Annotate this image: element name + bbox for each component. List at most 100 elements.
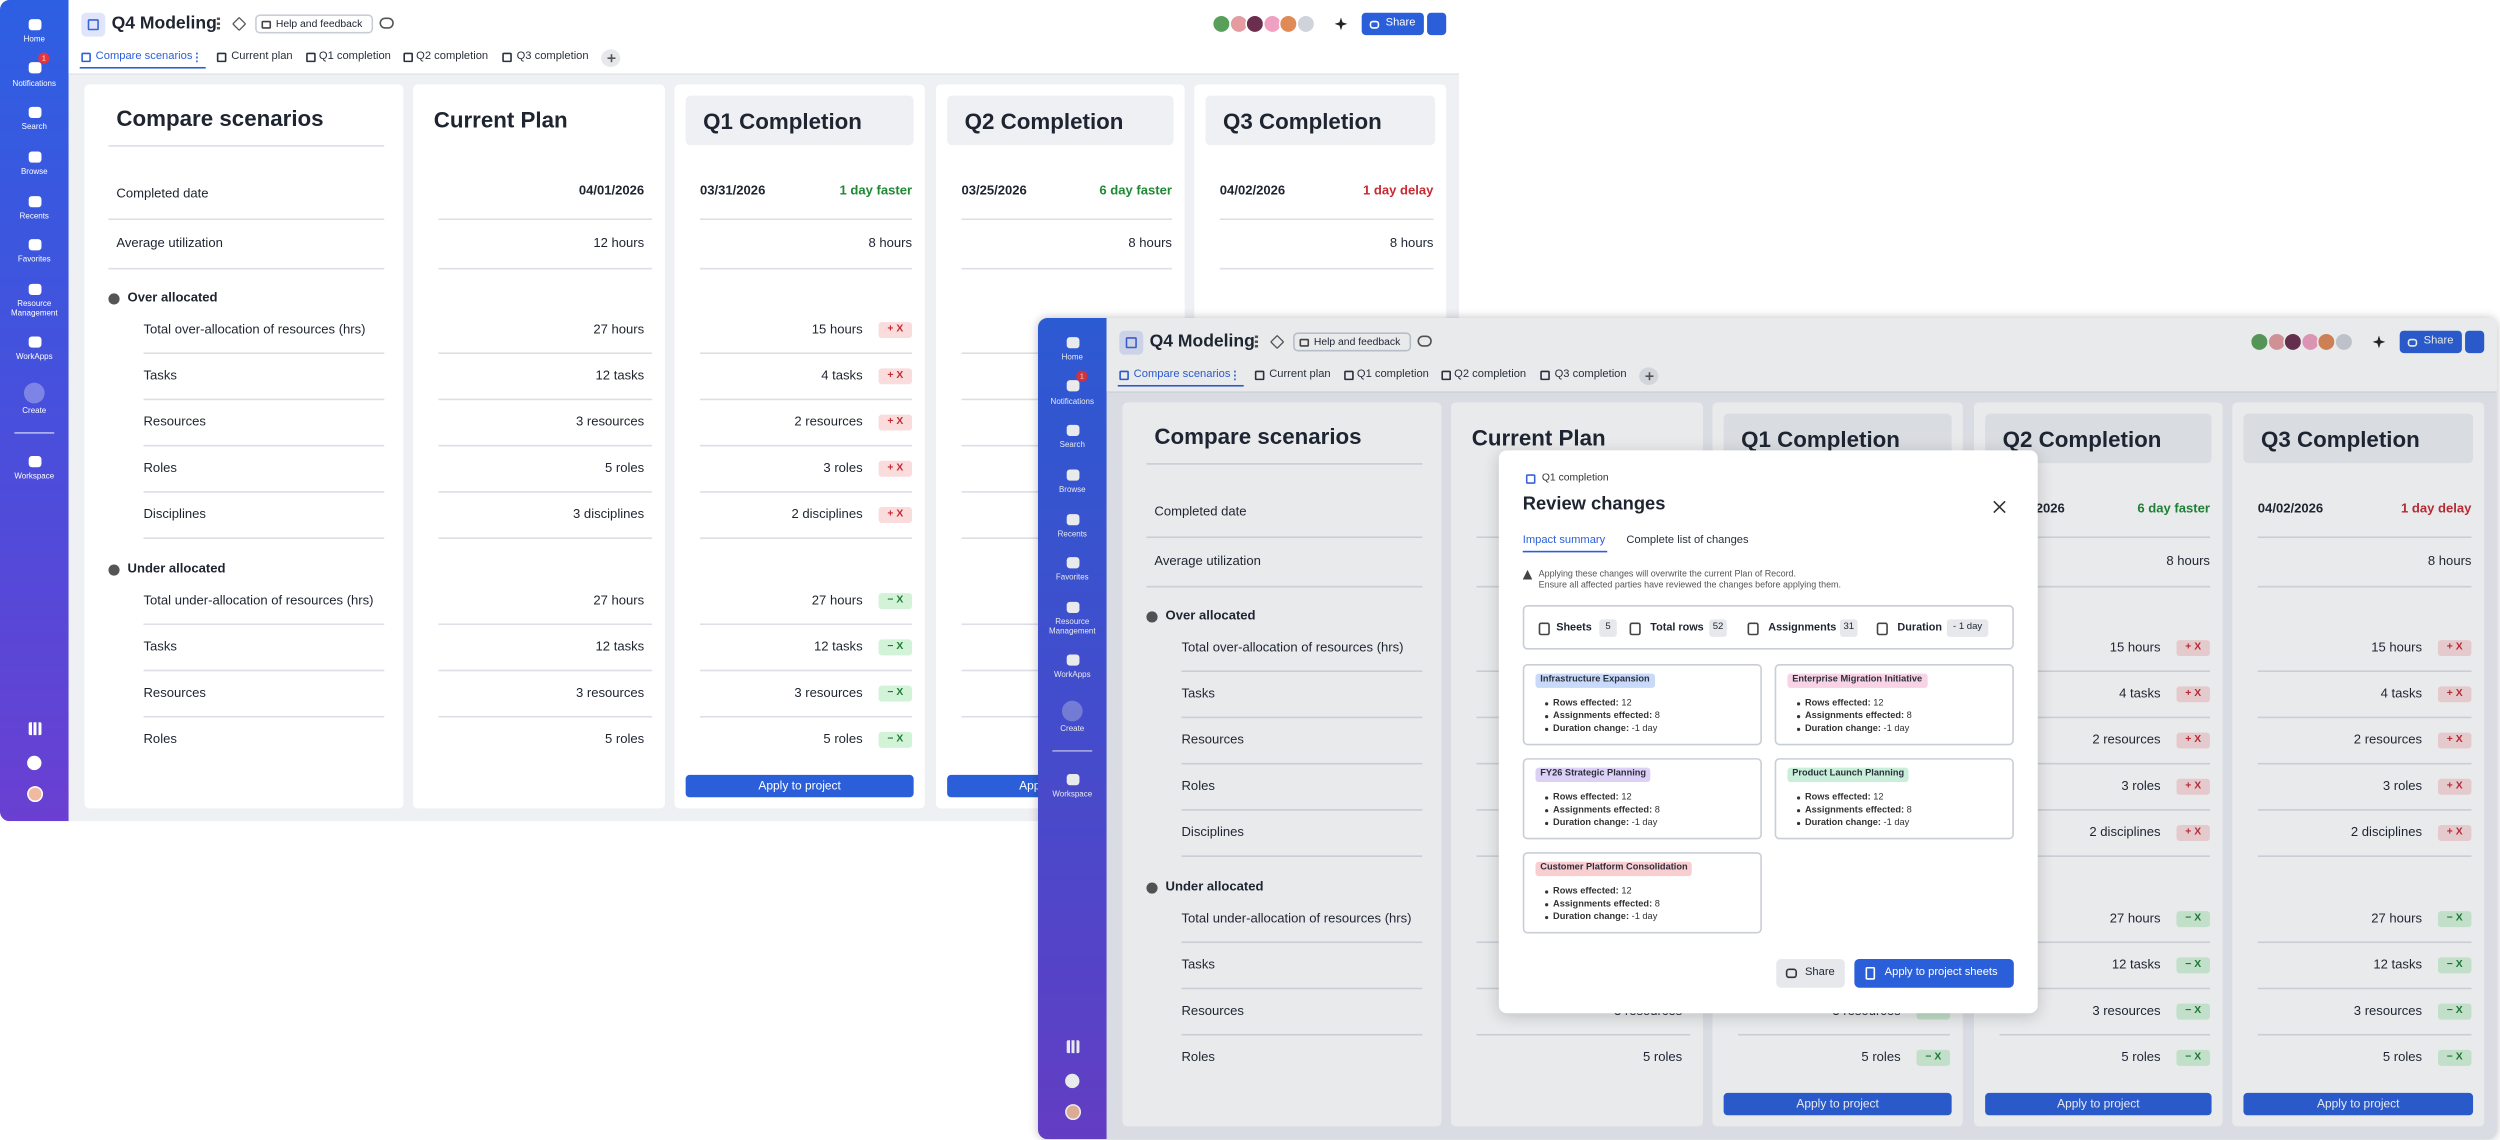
apply-label[interactable]: Apply to project sheets: [1884, 966, 1998, 979]
share-button[interactable]: Share: [1361, 12, 1424, 36]
tab[interactable]: Q2 completion: [416, 51, 489, 63]
tab-icon[interactable]: [81, 52, 91, 63]
nav-label[interactable]: Search: [1059, 440, 1085, 451]
nav-icon[interactable]: [1065, 468, 1079, 480]
nav-label[interactable]: Favorites: [1055, 573, 1089, 583]
tab[interactable]: Q3 completion: [516, 51, 589, 63]
tab[interactable]: Q1 completion: [318, 51, 391, 63]
nav-icon[interactable]: [27, 283, 41, 295]
nav-label[interactable]: Recents: [1057, 530, 1087, 540]
nav-icon[interactable]: [1065, 556, 1079, 568]
share-label[interactable]: Share: [1804, 966, 1835, 979]
nav-icon[interactable]: [27, 61, 41, 73]
tab-icon[interactable]: [403, 52, 413, 63]
nav-icon[interactable]: [27, 335, 41, 347]
nav-label[interactable]: Notifications: [12, 79, 56, 90]
create-icon[interactable]: [1061, 699, 1083, 721]
tab-icon[interactable]: [502, 52, 512, 63]
apply-button[interactable]: Apply to project: [1985, 1092, 2212, 1116]
help-icon[interactable]: [27, 755, 42, 771]
collaborator-avatar[interactable]: [1278, 14, 1298, 34]
share-label[interactable]: Share: [1385, 17, 1416, 29]
nav-icon[interactable]: [1065, 773, 1079, 785]
profile-avatar[interactable]: [26, 786, 43, 803]
share-dropdown[interactable]: [2465, 330, 2485, 354]
share-button[interactable]: Share: [1776, 958, 1845, 988]
nav-icon[interactable]: [1065, 601, 1079, 613]
apply-sheets-button[interactable]: Apply to project sheets: [1854, 958, 2014, 988]
dialog-tab[interactable]: Impact summary: [1522, 534, 1606, 547]
nav-label[interactable]: Home: [23, 35, 45, 45]
help-button[interactable]: Help and feedback: [1293, 332, 1412, 352]
nav-icon[interactable]: [1065, 424, 1079, 436]
nav-icon[interactable]: [27, 18, 41, 30]
nav-label[interactable]: Workspace: [1052, 789, 1093, 800]
nav-icon[interactable]: [1065, 379, 1079, 391]
dialog-tab[interactable]: Complete list of changes: [1626, 534, 1749, 547]
tab[interactable]: Current plan: [231, 51, 293, 63]
apps-icon[interactable]: [28, 722, 42, 736]
nav-label[interactable]: WorkApps: [15, 352, 53, 362]
more-icon[interactable]: [216, 17, 220, 31]
collaborator-avatar[interactable]: [1245, 14, 1265, 34]
nav-icon[interactable]: [27, 455, 41, 467]
nav-label[interactable]: Browse: [20, 167, 48, 177]
apply-button[interactable]: Apply to project: [2243, 1092, 2474, 1116]
share-button[interactable]: Share: [2399, 330, 2462, 354]
tab-icon[interactable]: [1441, 370, 1451, 381]
nav-icon[interactable]: [27, 106, 41, 118]
apply-label[interactable]: Apply to project: [1796, 1096, 1879, 1111]
nav-label[interactable]: Resource Management: [11, 299, 58, 319]
nav-icon[interactable]: [1065, 513, 1079, 525]
collaborator-avatar[interactable]: [2333, 332, 2353, 352]
tab-menu[interactable]: [196, 52, 199, 63]
apps-icon[interactable]: [1066, 1040, 1080, 1054]
nav-icon[interactable]: [27, 238, 41, 250]
tab-icon[interactable]: [1254, 370, 1265, 381]
more-icon[interactable]: [1254, 335, 1258, 349]
tab-icon[interactable]: [1344, 370, 1354, 381]
nav-label[interactable]: Browse: [1058, 485, 1086, 495]
tab-icon[interactable]: [306, 52, 316, 63]
tab[interactable]: Compare scenarios: [95, 51, 193, 63]
nav-label[interactable]: Notifications: [1050, 397, 1094, 408]
nav-icon[interactable]: [27, 195, 41, 207]
collaborator-avatar[interactable]: [1295, 14, 1315, 34]
tab-icon[interactable]: [1540, 370, 1550, 381]
apply-label[interactable]: Apply to project: [2057, 1096, 2140, 1111]
apply-label[interactable]: Apply to project: [2317, 1096, 2400, 1111]
apply-label[interactable]: Apply to project: [758, 778, 841, 793]
nav-icon[interactable]: [1065, 653, 1079, 665]
create-icon[interactable]: [23, 381, 45, 403]
apply-button[interactable]: Apply to project: [685, 774, 914, 798]
share-label[interactable]: Share: [2423, 335, 2454, 347]
share-dropdown[interactable]: [1427, 12, 1447, 36]
help-label[interactable]: Help and feedback: [275, 19, 363, 31]
tab-menu[interactable]: [1234, 370, 1237, 381]
tab[interactable]: Q3 completion: [1554, 369, 1627, 381]
nav-label[interactable]: Home: [1061, 353, 1083, 363]
nav-icon[interactable]: [1065, 336, 1079, 348]
sync-icon[interactable]: [379, 17, 394, 29]
ai-icon[interactable]: [1334, 17, 1348, 31]
apply-button[interactable]: Apply to project: [1723, 1092, 1952, 1116]
nav-label[interactable]: WorkApps: [1053, 670, 1091, 680]
nav-label[interactable]: Recents: [19, 212, 49, 222]
sync-icon[interactable]: [1417, 335, 1432, 347]
tab-icon[interactable]: [216, 52, 227, 63]
nav-label[interactable]: Favorites: [17, 255, 51, 265]
favorite-icon[interactable]: [231, 15, 247, 31]
tab[interactable]: Current plan: [1269, 369, 1331, 381]
help-icon[interactable]: [1065, 1073, 1080, 1089]
tab[interactable]: Compare scenarios: [1133, 369, 1231, 381]
nav-label[interactable]: Search: [21, 122, 47, 133]
nav-label[interactable]: Workspace: [14, 471, 55, 482]
nav-label[interactable]: Create: [22, 406, 47, 417]
profile-avatar[interactable]: [1064, 1104, 1081, 1121]
nav-label[interactable]: Create: [1060, 724, 1085, 735]
tab-icon[interactable]: [1119, 370, 1129, 381]
tab[interactable]: Q1 completion: [1356, 369, 1429, 381]
nav-icon[interactable]: [27, 150, 41, 162]
nav-label[interactable]: Resource Management: [1049, 617, 1096, 637]
collaborator-avatar[interactable]: [1211, 14, 1231, 34]
